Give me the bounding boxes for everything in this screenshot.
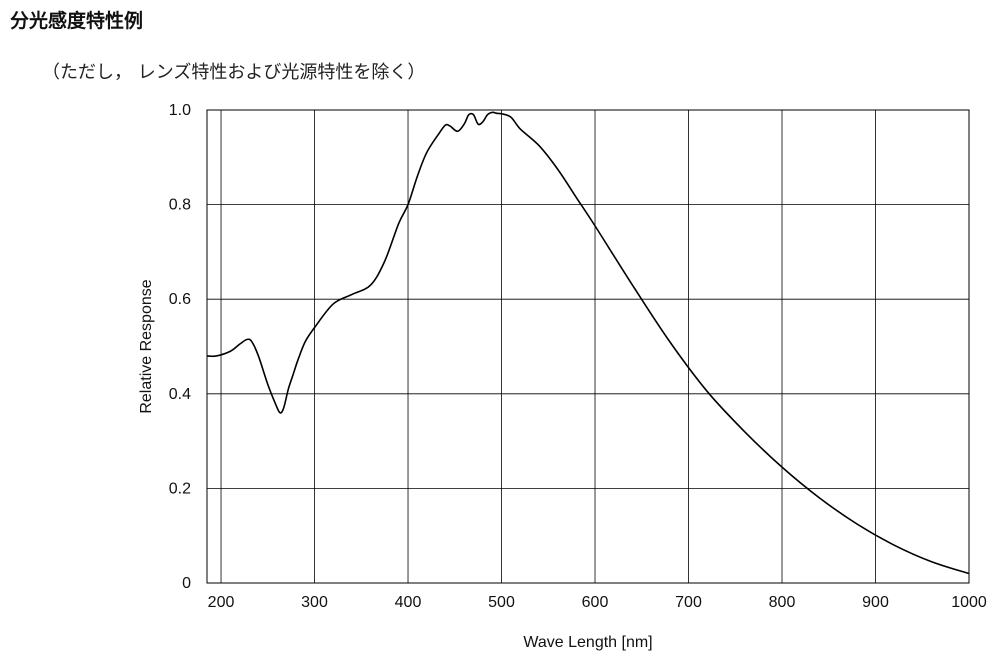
chart-note: （ただし， レンズ特性および光源特性を除く） [42,62,426,83]
x-tick-label: 200 [208,594,235,611]
tick-labels: 200 300 400 500 600 700 800 900 1000 0 0.2 0.4 0.6 0.… [169,102,987,611]
y-tick-label: 0 [182,575,191,592]
x-tick-label: 1000 [951,594,987,611]
x-tick-label: 300 [301,594,328,611]
y-tick-label: 0.4 [169,386,191,403]
y-tick-label: 1.0 [169,102,191,119]
x-axis-label: Wave Length [nm] [523,634,652,651]
x-tick-label: 600 [582,594,609,611]
y-axis-label: Relative Response [138,279,155,413]
y-tick-label: 0.6 [169,291,191,308]
x-tick-label: 700 [675,594,702,611]
plot-frame [206,109,970,584]
chart-heading: 分光感度特性例 [10,10,144,32]
y-tick-label: 0.2 [169,480,191,497]
x-tick-label: 400 [395,594,422,611]
relative-response-line [206,111,970,575]
y-tick-label: 0.8 [169,197,191,214]
x-tick-label: 900 [862,594,889,611]
grid-lines [207,109,970,584]
x-tick-label: 800 [769,594,796,611]
x-tick-label: 500 [488,594,515,611]
